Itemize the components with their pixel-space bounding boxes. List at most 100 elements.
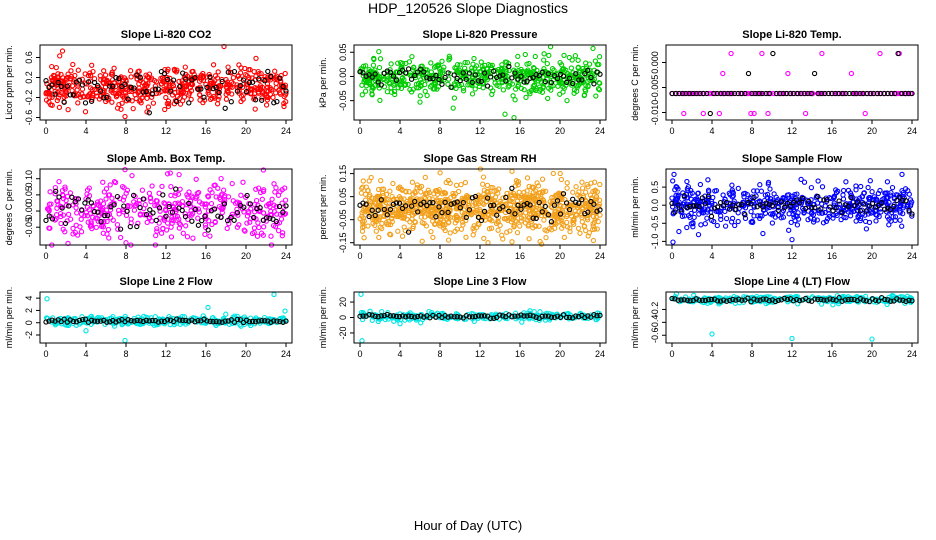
data-point [793, 205, 800, 211]
summary-point [433, 72, 439, 79]
data-point [558, 217, 564, 224]
data-point [558, 203, 564, 209]
summary-point [557, 211, 564, 217]
data-point [735, 185, 741, 192]
data-point [791, 214, 797, 220]
summary-point [79, 82, 86, 88]
data-point [202, 231, 208, 238]
x-tick-label: 0 [669, 251, 674, 261]
summary-point [503, 194, 509, 201]
data-point [43, 97, 50, 103]
summary-point [466, 70, 473, 76]
data-point [376, 48, 382, 55]
data-point [593, 93, 599, 99]
x-tick-label: 4 [83, 349, 88, 359]
data-point [899, 223, 905, 229]
data-point [758, 188, 765, 194]
summary-point [787, 90, 793, 97]
data-point [129, 98, 135, 104]
data-point [705, 177, 711, 183]
summary-point [177, 317, 183, 323]
data-point [272, 68, 278, 74]
summary-point [708, 213, 715, 220]
data-point [697, 181, 704, 188]
data-point [168, 234, 175, 240]
summary-point [822, 90, 828, 97]
data-point [437, 68, 443, 75]
data-point [410, 86, 417, 92]
summary-point [724, 199, 730, 206]
data-point [558, 194, 564, 201]
data-point [421, 71, 427, 78]
summary-point [888, 206, 894, 213]
summary-point [207, 74, 213, 80]
x-tick-label: 20 [867, 126, 877, 136]
summary-point [588, 198, 594, 205]
data-point [759, 50, 765, 57]
data-point [254, 233, 261, 239]
summary-point [500, 204, 506, 210]
data-point [472, 86, 478, 92]
summary-point [469, 195, 476, 201]
data-point [571, 216, 577, 222]
data-point [63, 202, 70, 208]
summary-point [94, 83, 101, 89]
data-point [481, 235, 487, 242]
data-point [79, 314, 85, 320]
summary-point [113, 75, 119, 81]
y-tick-label: -0.05 [24, 217, 34, 238]
summary-point [833, 204, 839, 211]
summary-point [137, 204, 143, 211]
data-point [570, 189, 576, 195]
data-point [872, 208, 878, 214]
summary-point [241, 204, 247, 210]
data-point [169, 217, 175, 223]
summary-point [684, 204, 690, 210]
data-point [58, 220, 64, 227]
y-axis-label: ml/min per min. [318, 287, 328, 349]
data-point [714, 222, 720, 229]
data-point [836, 201, 843, 207]
data-point [568, 213, 575, 219]
data-point [786, 211, 792, 217]
data-point [207, 187, 213, 193]
data-point [573, 212, 580, 218]
data-point [377, 97, 383, 104]
summary-point [576, 77, 582, 83]
data-point [875, 190, 882, 197]
data-point [259, 84, 266, 91]
summary-point [790, 199, 797, 206]
data-point [245, 67, 252, 73]
data-point [414, 185, 420, 191]
data-point [454, 69, 460, 75]
data-point [893, 90, 899, 97]
data-point [699, 207, 705, 213]
summary-point [250, 214, 257, 221]
data-point [590, 188, 596, 195]
summary-point [393, 77, 400, 83]
summary-point [91, 208, 98, 215]
data-point [472, 209, 478, 215]
summary-point [82, 200, 88, 206]
outlier-point [869, 336, 875, 342]
data-point [139, 187, 146, 193]
data-point [757, 199, 763, 205]
data-point [164, 220, 171, 226]
x-tick-label: 8 [437, 349, 442, 359]
data-point [681, 110, 687, 117]
summary-point [675, 202, 681, 208]
y-tick-label: 0.00 [24, 202, 34, 220]
summary-point [869, 200, 876, 207]
data-point [136, 98, 142, 104]
data-point [429, 196, 435, 202]
summary-point [436, 204, 442, 210]
summary-point [262, 318, 268, 324]
data-point [524, 175, 531, 181]
summary-point [830, 208, 836, 214]
data-point [53, 216, 59, 222]
summary-point [542, 78, 548, 85]
summary-point [808, 90, 814, 97]
y-tick-label: 20 [338, 297, 348, 307]
summary-point [378, 197, 384, 203]
summary-point [146, 318, 152, 324]
